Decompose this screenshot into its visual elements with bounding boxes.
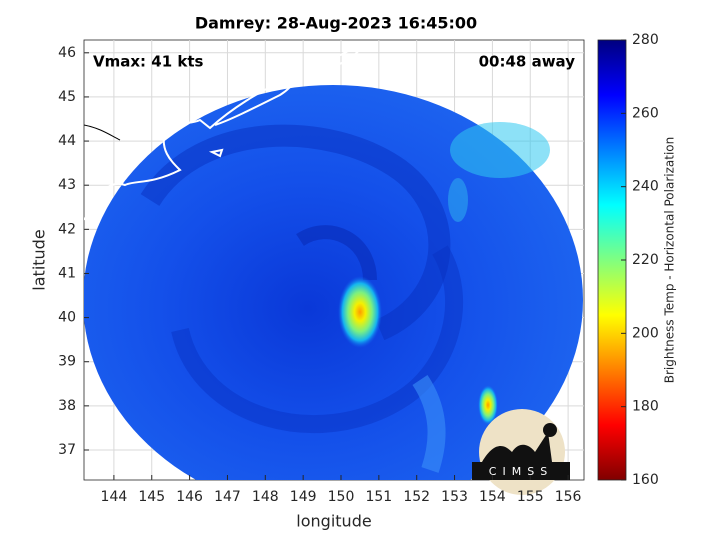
colorbar-tick-label: 200 xyxy=(632,325,659,341)
colorbar-tick-label: 220 xyxy=(632,252,659,268)
logo-text: CIMSS xyxy=(489,465,553,478)
colorbar-label: Brightness Temp - Horizontal Polarizatio… xyxy=(663,137,677,384)
convection-core xyxy=(338,276,382,348)
rainband xyxy=(171,245,463,434)
y-tick-label: 40 xyxy=(58,310,76,326)
cloud xyxy=(450,122,550,178)
x-tick-label: 146 xyxy=(176,489,203,505)
coastline xyxy=(84,124,121,141)
y-tick-label: 43 xyxy=(58,177,76,193)
x-tick-label: 151 xyxy=(365,489,392,505)
x-tick-label: 156 xyxy=(555,489,582,505)
logo-tower xyxy=(543,423,557,437)
y-tick-label: 37 xyxy=(58,442,76,458)
y-tick-label: 44 xyxy=(58,133,76,149)
rainband xyxy=(412,375,446,473)
x-tick-label: 152 xyxy=(403,489,430,505)
y-axis-label: latitude xyxy=(30,229,49,290)
x-tick-label: 147 xyxy=(214,489,241,505)
x-axis-label: longitude xyxy=(296,512,371,531)
x-tick-label: 154 xyxy=(479,489,506,505)
x-tick-label: 155 xyxy=(517,489,544,505)
x-tick-label: 144 xyxy=(101,489,128,505)
convection xyxy=(478,385,498,425)
x-tick-label: 148 xyxy=(252,489,279,505)
y-tick-label: 38 xyxy=(58,398,76,414)
rainband xyxy=(140,124,451,341)
x-tick-label: 153 xyxy=(441,489,468,505)
logo-silhouette xyxy=(482,432,552,462)
coastline xyxy=(318,44,364,74)
logo-bar xyxy=(472,462,570,480)
y-tick-label: 46 xyxy=(58,45,76,61)
x-tick-label: 145 xyxy=(138,489,165,505)
y-tick-label: 45 xyxy=(58,89,76,105)
time-annotation: 00:48 away xyxy=(479,53,576,71)
colorbar-tick-label: 160 xyxy=(632,472,659,488)
vmax-annotation: Vmax: 41 kts xyxy=(93,53,203,71)
colorbar-tick-label: 180 xyxy=(632,399,659,415)
x-tick-label: 150 xyxy=(328,489,355,505)
y-tick-label: 42 xyxy=(58,221,76,237)
y-tick-label: 39 xyxy=(58,354,76,370)
rainband xyxy=(296,225,377,281)
cimss-logo: CIMSS xyxy=(472,409,570,495)
x-tick-label: 149 xyxy=(290,489,317,505)
y-tick-label: 41 xyxy=(58,265,76,281)
colorbar-tick-label: 280 xyxy=(632,32,659,48)
coastline xyxy=(84,75,297,221)
coastline xyxy=(208,148,224,158)
cloud xyxy=(448,178,468,222)
colorbar-tick-label: 240 xyxy=(632,179,659,195)
colorbar-tick-label: 260 xyxy=(632,105,659,121)
title: Damrey: 28-Aug-2023 16:45:00 xyxy=(195,14,477,33)
imagery xyxy=(84,44,583,480)
